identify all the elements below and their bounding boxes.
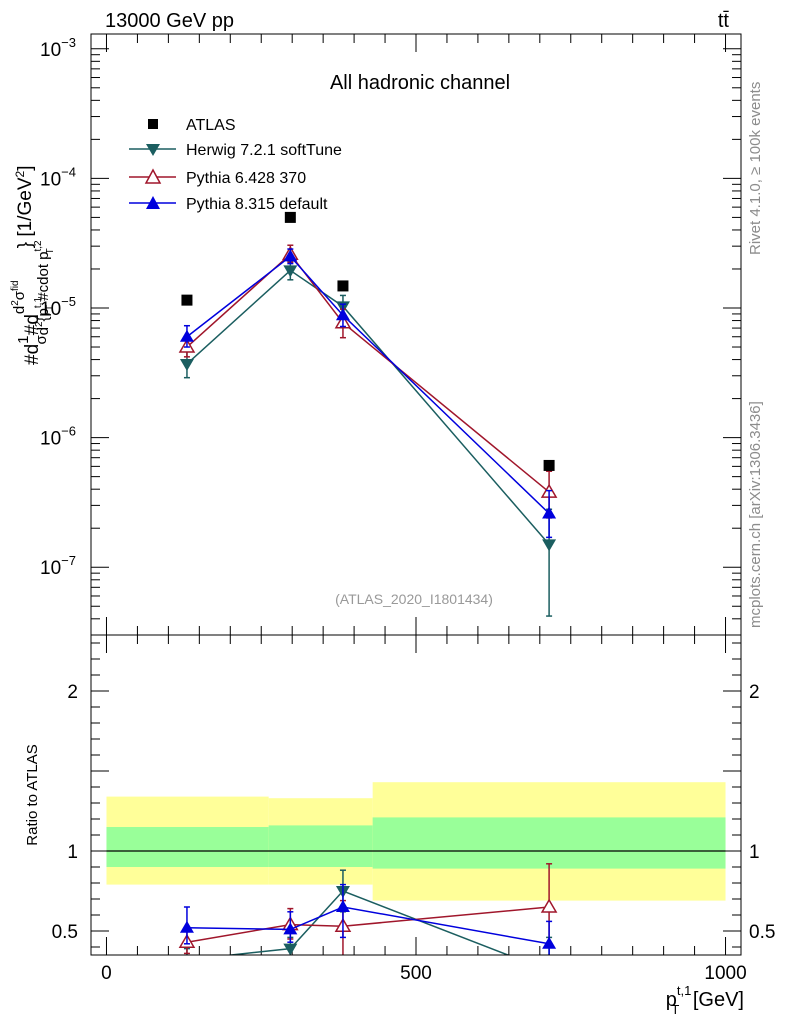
main-y-tick-label: 10−7: [40, 553, 76, 579]
ratio-pythia8-point: [335, 900, 350, 912]
herwig-line: [186, 269, 550, 545]
pythia6-line: [186, 253, 550, 493]
svg-text:#d1σ#dd2σfidd2{pt,1T #cdot pt,: #d1σ#dd2σfidd2{pt,1T #cdot pt,2T} [1/GeV…: [10, 166, 56, 365]
atlas-point: [543, 459, 555, 471]
legend-marker-pythia6: [144, 168, 162, 184]
ratio-pythia8-line: [186, 906, 550, 945]
ratio-y-tick-label-left: 2: [67, 682, 78, 703]
pythia8-point: [542, 506, 557, 519]
legend-marker-pythia8: [146, 196, 160, 209]
ratio-y-tick-label-right: 0.5: [749, 922, 775, 943]
ratio-y-tick-label-left: 0.5: [52, 922, 78, 943]
ratio-frame: [90, 634, 742, 956]
legend-label-herwig: Herwig 7.2.1 softTune: [186, 142, 342, 159]
ratio-y-tick-label-right: 1: [749, 842, 760, 863]
ratio-pythia8-point: [283, 922, 298, 935]
legend: ATLAS Herwig 7.2.1 softTune Pythia 6.428…: [129, 117, 342, 213]
x-tick-label: 1000: [704, 963, 746, 984]
ratio-band-inner: [372, 817, 726, 869]
rivet-version-label: Rivet 4.1.0, ≥ 100k events: [747, 82, 764, 255]
legend-marker-atlas: [148, 119, 158, 129]
atlas-point: [337, 280, 349, 292]
main-y-axis-label: #d1σ#dd2σfidd2{pt,1T #cdot pt,2T} [1/GeV…: [10, 166, 56, 365]
ratio-band-inner: [268, 825, 373, 867]
ratio-band-inner: [106, 827, 269, 867]
main-y-tick-label: 10−5: [40, 294, 76, 320]
x-axis-label: pt,1 T [GeV]: [666, 983, 744, 1017]
x-tick-label: 500: [400, 963, 432, 984]
legend-marker-herwig: [146, 144, 160, 156]
main-data-marks: [178, 211, 558, 617]
x-tick-label: 0: [101, 963, 112, 984]
main-panel: 10−7 10−6 10−5 10−4 10−3 All hadronic channe…: [10, 33, 742, 636]
ratio-axis-ticks: [91, 635, 741, 955]
legend-label-pythia6: Pythia 6.428 370: [186, 170, 306, 187]
ratio-pythia6-point: [540, 898, 558, 913]
process-label: tt̄: [718, 10, 730, 32]
ratio-data-marks: [178, 863, 558, 955]
ratio-herwig-line: [224, 890, 510, 955]
herwig-point: [283, 265, 298, 278]
legend-label-pythia8: Pythia 8.315 default: [186, 196, 328, 213]
legend-label-atlas: ATLAS: [186, 117, 236, 134]
main-y-tick-labels: 10−7 10−6 10−5 10−4 10−3: [40, 35, 76, 579]
analysis-tag: (ATLAS_2020_I1801434): [335, 591, 493, 607]
atlas-point: [181, 294, 193, 306]
ratio-pythia8-point: [542, 936, 557, 949]
pythia8-point: [335, 308, 350, 321]
ratio-pythia8-point: [179, 920, 194, 933]
mcplots-label: mcplots.cern.ch [arXiv:1306.3436]: [747, 401, 764, 628]
ratio-herwig-point: [283, 943, 298, 955]
pythia8-point: [179, 329, 194, 342]
main-y-tick-label: 10−3: [40, 35, 76, 61]
main-y-tick-label: 10−4: [40, 164, 76, 190]
atlas-point: [284, 211, 296, 223]
energy-label: 13000 GeV pp: [105, 10, 234, 32]
ratio-panel: 0.5 0.5 1 1 2 2 0 500 1000 Ratio to ATLAS pt,1 T…: [24, 634, 776, 1017]
pythia8-line: [186, 255, 550, 514]
ratio-y-axis-label: Ratio to ATLAS: [24, 744, 41, 845]
main-y-tick-label: 10−6: [40, 424, 76, 450]
ratio-uncertainty-bands: [106, 782, 726, 901]
ratio-y-tick-labels: 0.5 0.5 1 1 2 2: [52, 682, 776, 943]
plot-title: All hadronic channel: [330, 72, 510, 94]
pythia8-point: [283, 249, 298, 262]
herwig-point: [542, 539, 557, 552]
ratio-pythia6-line: [186, 906, 550, 943]
x-tick-labels: 0 500 1000: [101, 963, 746, 984]
main-axis-ticks: [91, 34, 741, 636]
ratio-y-tick-label-left: 1: [67, 842, 78, 863]
ratio-y-tick-label-right: 2: [749, 682, 760, 703]
herwig-point: [179, 358, 194, 371]
